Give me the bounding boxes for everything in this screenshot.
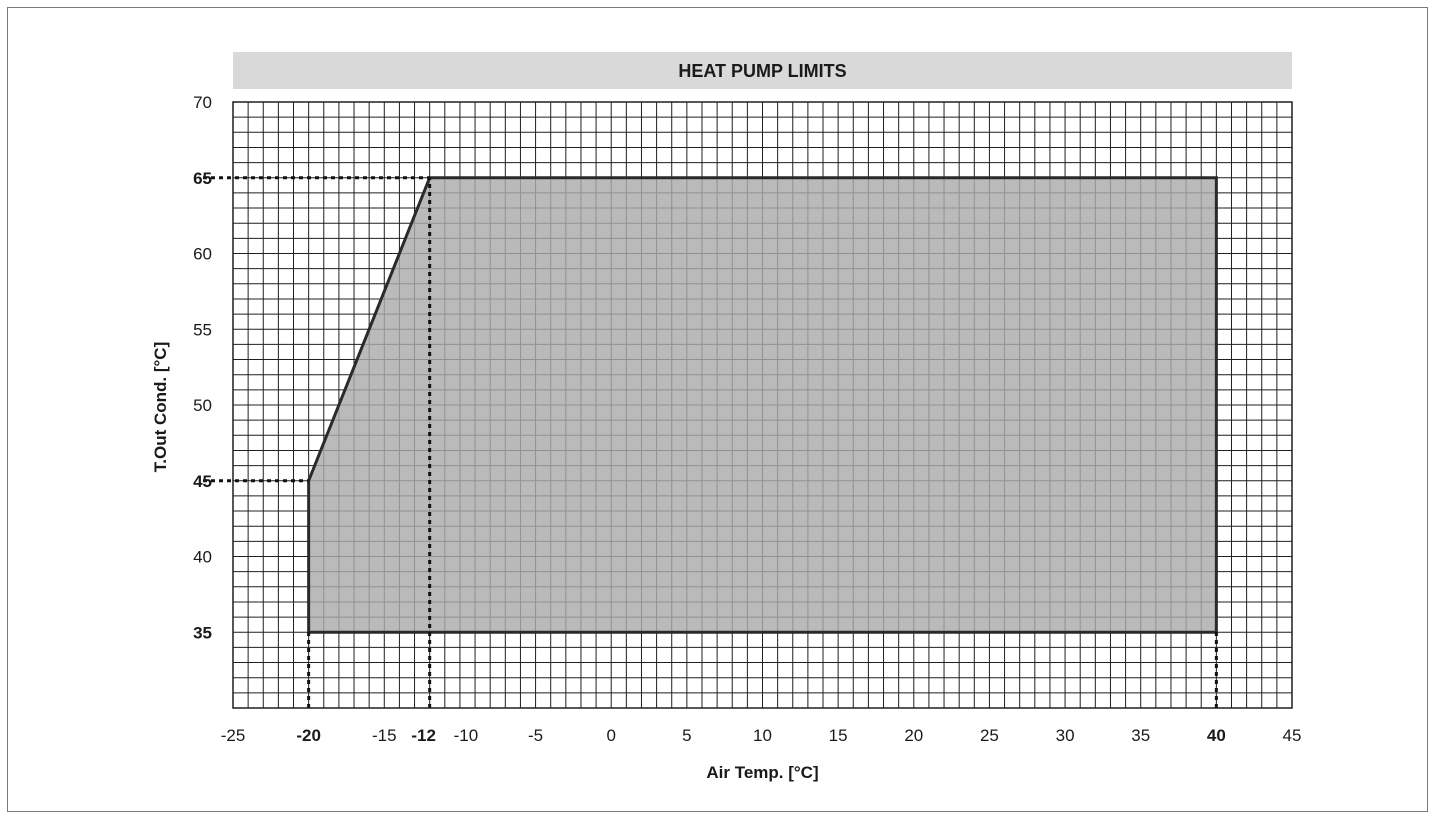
x-tick-label: 0 (606, 726, 615, 745)
chart-frame (7, 7, 1428, 812)
x-tick-label: 35 (1131, 726, 1150, 745)
chart-title: HEAT PUMP LIMITS (678, 61, 846, 81)
operating-envelope-area (307, 176, 1218, 634)
reference-lines (203, 176, 1218, 708)
y-tick-label: 55 (193, 320, 212, 339)
x-tick-label: 25 (980, 726, 999, 745)
x-tick-label: 10 (753, 726, 772, 745)
y-tick-label: 60 (193, 245, 212, 264)
x-tick-label: 15 (829, 726, 848, 745)
y-axis-ticks: 35 40 45 50 55 60 65 70 (193, 93, 212, 642)
x-tick-label: -10 (454, 726, 479, 745)
plot-border (232, 101, 1293, 709)
y-tick-label: 40 (193, 548, 212, 567)
x-axis-label: Air Temp. [°C] (706, 763, 818, 782)
x-tick-label: -12 (411, 726, 436, 745)
x-tick-label: 40 (1207, 726, 1226, 745)
x-tick-label: -5 (528, 726, 543, 745)
x-tick-label: -25 (221, 726, 246, 745)
x-tick-label: 20 (904, 726, 923, 745)
x-tick-label: 5 (682, 726, 691, 745)
title-bar (233, 52, 1292, 89)
x-tick-label: -15 (372, 726, 397, 745)
y-tick-label: 65 (193, 169, 212, 188)
x-tick-label: -20 (296, 726, 321, 745)
y-tick-label: 70 (193, 93, 212, 112)
y-axis-label: T.Out Cond. [°C] (151, 342, 170, 473)
y-tick-label: 45 (193, 472, 212, 491)
x-tick-label: 30 (1056, 726, 1075, 745)
x-tick-label: 45 (1283, 726, 1302, 745)
y-tick-label: 50 (193, 396, 212, 415)
y-tick-label: 35 (193, 623, 212, 642)
x-axis-ticks: -25 -20 -15 -12 -10 -5 0 5 10 15 20 25 30 35 40 45 (221, 726, 1302, 745)
